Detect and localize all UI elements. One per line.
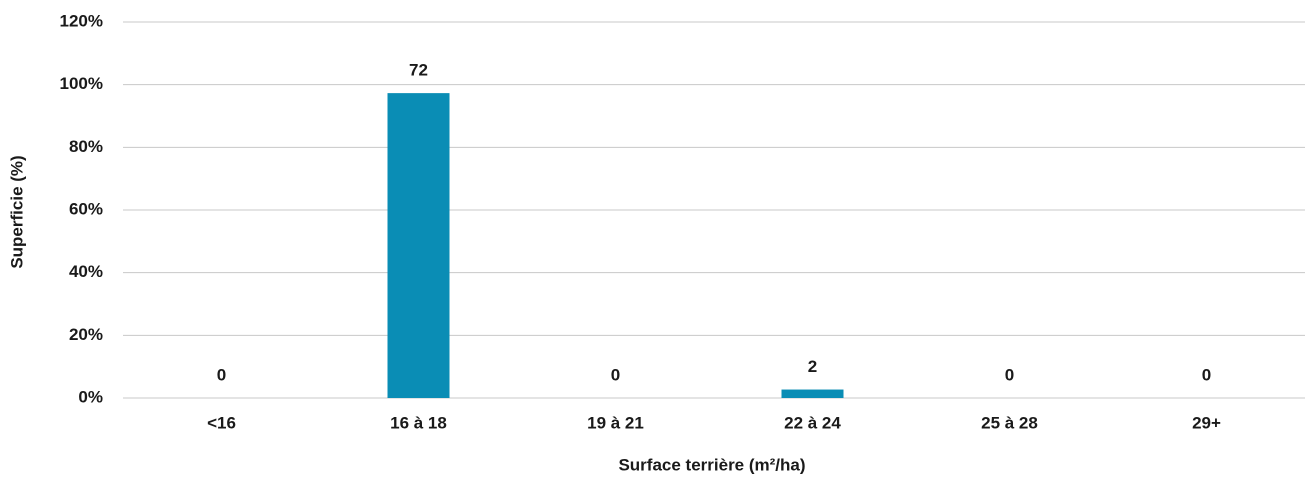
x-tick-label: 22 à 24: [784, 413, 841, 432]
x-tick-label: 29+: [1192, 413, 1221, 432]
bar: [387, 93, 450, 399]
x-tick-label: 25 à 28: [981, 413, 1038, 432]
x-tick-label: <16: [207, 413, 236, 432]
x-tick-label: 19 à 21: [587, 413, 644, 432]
x-tick-label: 16 à 18: [390, 413, 447, 432]
data-label: 0: [1202, 365, 1211, 384]
x-axis-title: Surface terrière (m²/ha): [618, 455, 805, 474]
y-tick-label: 20%: [69, 325, 103, 344]
y-tick-label: 100%: [60, 74, 103, 93]
data-label: 2: [808, 357, 817, 376]
data-label: 0: [1005, 365, 1014, 384]
y-tick-label: 60%: [69, 199, 103, 218]
y-tick-label: 120%: [60, 11, 103, 30]
y-tick-label: 40%: [69, 262, 103, 281]
bar: [781, 389, 844, 398]
data-label: 72: [409, 61, 428, 80]
data-label: 0: [611, 365, 620, 384]
y-tick-label: 0%: [78, 387, 103, 406]
data-label: 0: [217, 365, 226, 384]
y-tick-label: 80%: [69, 137, 103, 156]
y-axis-title: Superficie (%): [7, 155, 26, 268]
